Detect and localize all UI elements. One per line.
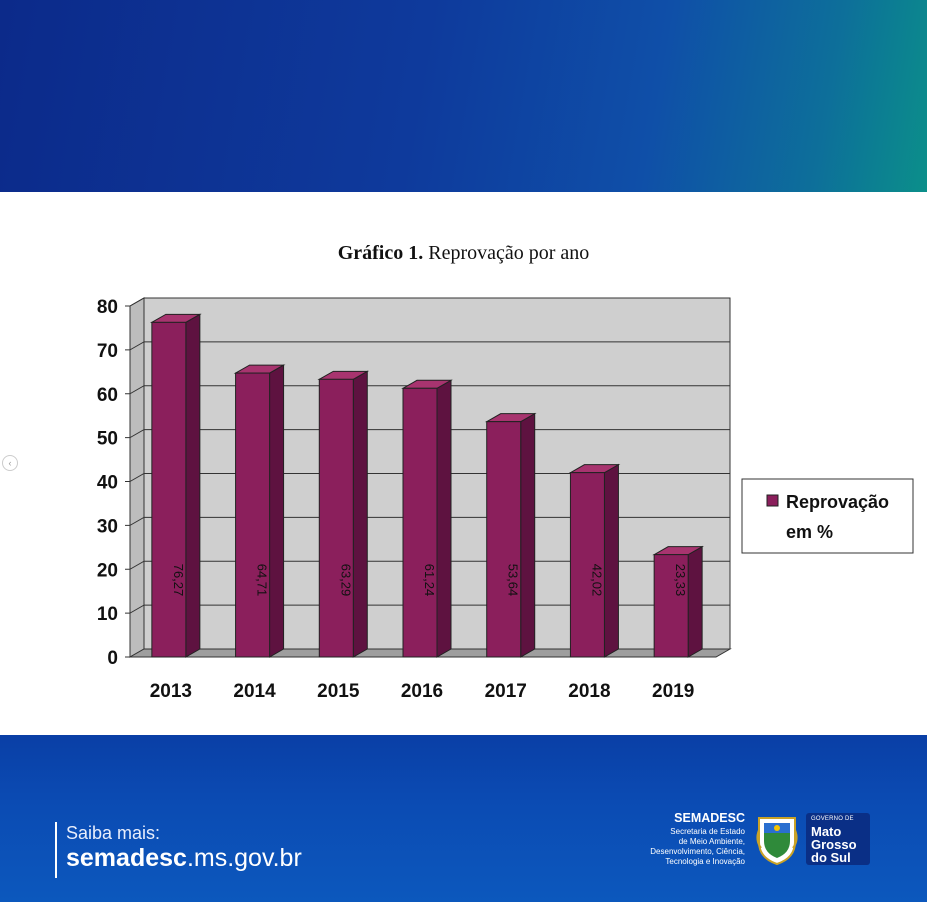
saiba-mais-label: Saiba mais: xyxy=(66,823,161,843)
gov-name-line: Mato xyxy=(811,824,842,839)
gridline xyxy=(129,385,730,395)
org-desc-line: Secretaria de Estado xyxy=(670,827,745,836)
bar-side xyxy=(436,379,452,658)
org-desc-line: de Meio Ambiente, xyxy=(678,837,745,846)
y-tick-label: 10 xyxy=(97,604,118,625)
bar-side xyxy=(520,412,536,658)
y-tick-label: 60 xyxy=(97,385,118,406)
bar xyxy=(318,378,354,658)
website-link-bold: semadesc xyxy=(66,844,187,872)
x-tick-label: 2015 xyxy=(317,681,360,702)
x-tick-label: 2018 xyxy=(568,681,610,702)
bar-side xyxy=(687,545,703,658)
org-name: SEMADESC xyxy=(674,811,745,825)
y-tick-label: 50 xyxy=(97,429,118,450)
bar-value-label: 76,27 xyxy=(171,564,186,597)
x-tick-label: 2013 xyxy=(150,681,192,702)
bar-value-label: 53,64 xyxy=(506,564,521,597)
x-tick-label: 2017 xyxy=(485,681,527,702)
y-tick-label: 20 xyxy=(97,560,118,581)
legend-label: em % xyxy=(786,522,833,542)
bar xyxy=(235,372,271,658)
chart-title: Gráfico 1. Reprovação por ano xyxy=(0,242,927,265)
bar-value-label: 42,02 xyxy=(589,564,604,597)
y-tick-label: 30 xyxy=(97,516,118,537)
legend-swatch xyxy=(766,494,779,507)
carousel-prev-icon[interactable]: ‹ xyxy=(2,455,18,471)
gov-name-line: Grosso xyxy=(811,837,857,852)
bar-value-label: 23,33 xyxy=(673,564,688,597)
bar xyxy=(402,387,438,658)
y-tick-label: 40 xyxy=(97,473,118,494)
gridline xyxy=(129,297,730,307)
org-desc-line: Tecnologia e Inovação xyxy=(665,857,745,866)
top-banner xyxy=(0,0,927,192)
y-tick-label: 0 xyxy=(107,648,118,669)
chart-title-number: Gráfico 1. xyxy=(337,242,424,264)
footer-divider xyxy=(55,822,57,878)
bar xyxy=(569,472,605,658)
bar-value-label: 63,29 xyxy=(338,564,353,597)
x-tick-label: 2019 xyxy=(652,681,694,702)
x-tick-label: 2014 xyxy=(233,681,276,702)
bar xyxy=(151,321,187,658)
gov-name: Mato Grosso do Sul xyxy=(811,825,857,864)
bar-side xyxy=(185,313,201,658)
website-link-rest: .ms.gov.br xyxy=(186,844,302,872)
bar-value-label: 64,71 xyxy=(255,564,270,597)
bar-value-label: 61,24 xyxy=(422,564,437,597)
chart-title-text: Reprovação por ano xyxy=(423,242,590,264)
bar-side xyxy=(352,370,368,658)
state-crest-icon xyxy=(756,817,798,866)
bar-side xyxy=(269,364,285,658)
y-tick-label: 70 xyxy=(97,341,118,362)
gridline xyxy=(129,341,730,351)
x-tick-label: 2016 xyxy=(401,681,443,702)
gov-name-line: do Sul xyxy=(811,850,851,865)
y-tick-label: 80 xyxy=(97,297,118,318)
bar xyxy=(653,554,689,658)
government-logo: GOVERNO DE Mato Grosso do Sul xyxy=(806,813,870,865)
bar-side xyxy=(603,463,619,658)
bar-chart: 0 10 20 30 40 50 60 70 80 76,27 2013 64,71 2014 63,29… xyxy=(97,297,914,702)
bar xyxy=(486,421,522,658)
legend-box xyxy=(741,478,914,554)
website-link[interactable]: semadesc.ms.gov.br xyxy=(66,844,302,873)
org-desc-line: Desenvolvimento, Ciência, xyxy=(650,847,745,856)
legend-label: Reprovação xyxy=(786,492,889,512)
org-description: Secretaria de Estado de Meio Ambiente, D… xyxy=(615,827,745,867)
gov-small-label: GOVERNO DE xyxy=(811,816,854,822)
